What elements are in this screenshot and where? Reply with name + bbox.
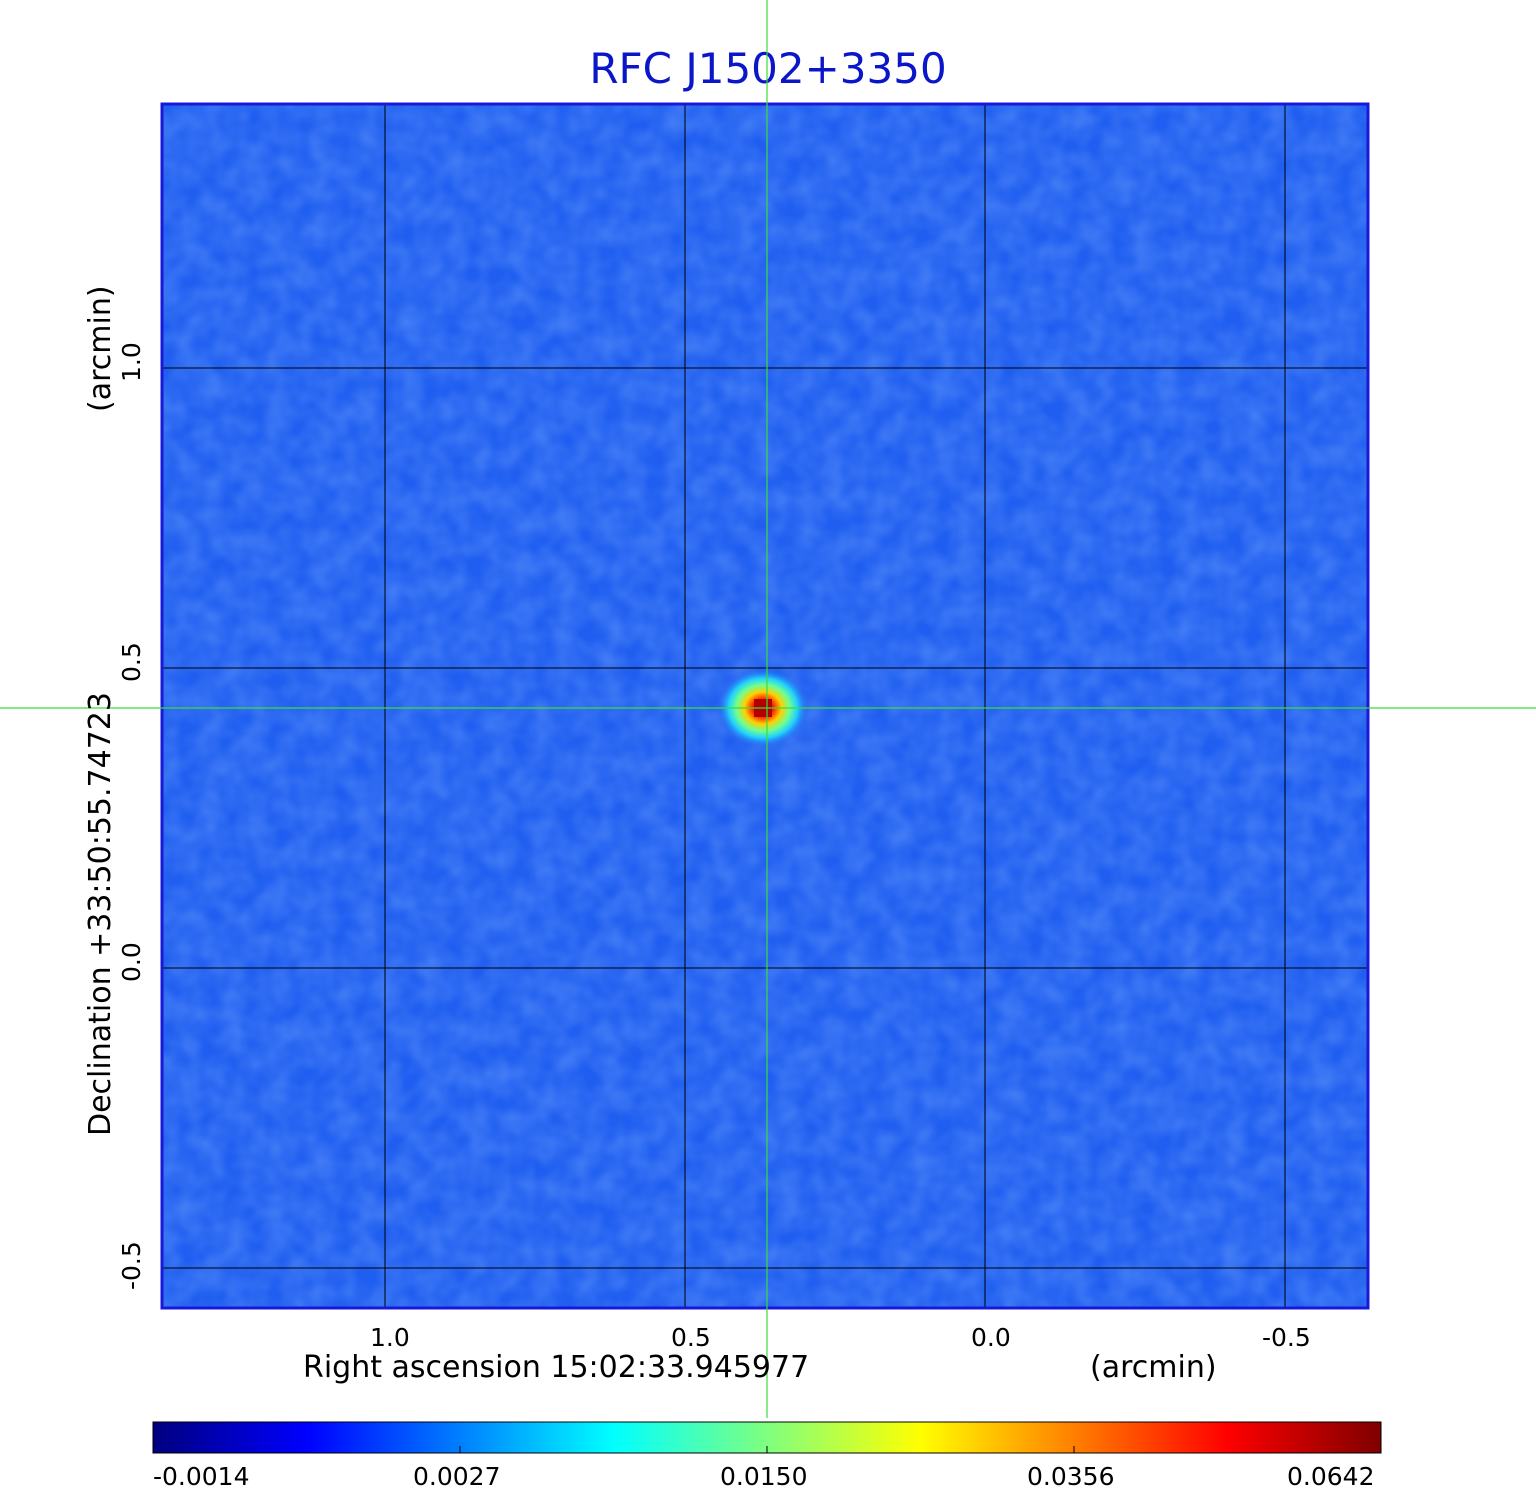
x-tick-label: 1.0 [370, 1323, 410, 1352]
figure-title: RFC J1502+3350 [589, 44, 947, 93]
x-tick-label: -0.5 [1262, 1323, 1311, 1352]
colorbar-label: 0.0356 [1027, 1462, 1115, 1491]
y-axis-unit: (arcmin) [83, 285, 118, 412]
colorbar-ticks [152, 1446, 1382, 1453]
y-tick-label: 0.5 [117, 642, 146, 682]
y-tick-label: -0.5 [117, 1241, 146, 1290]
colorbar-label: 0.0642 [1287, 1462, 1375, 1491]
y-tick-label: 1.0 [117, 342, 146, 382]
colorbar-label: -0.0014 [153, 1462, 250, 1491]
coordinate-grid [162, 104, 1368, 1308]
x-axis-unit: (arcmin) [1090, 1350, 1217, 1385]
y-axis-label: Declination +33:50:55.74723 [83, 692, 118, 1136]
colorbar-label: 0.0150 [720, 1462, 808, 1491]
x-axis-label: Right ascension 15:02:33.945977 [303, 1350, 810, 1385]
x-tick-label: 0.5 [671, 1323, 711, 1352]
image-frame [160, 102, 1370, 1310]
y-tick-label: 0.0 [117, 942, 146, 982]
x-tick-label: 0.0 [971, 1323, 1011, 1352]
colorbar-label: 0.0027 [413, 1462, 501, 1491]
